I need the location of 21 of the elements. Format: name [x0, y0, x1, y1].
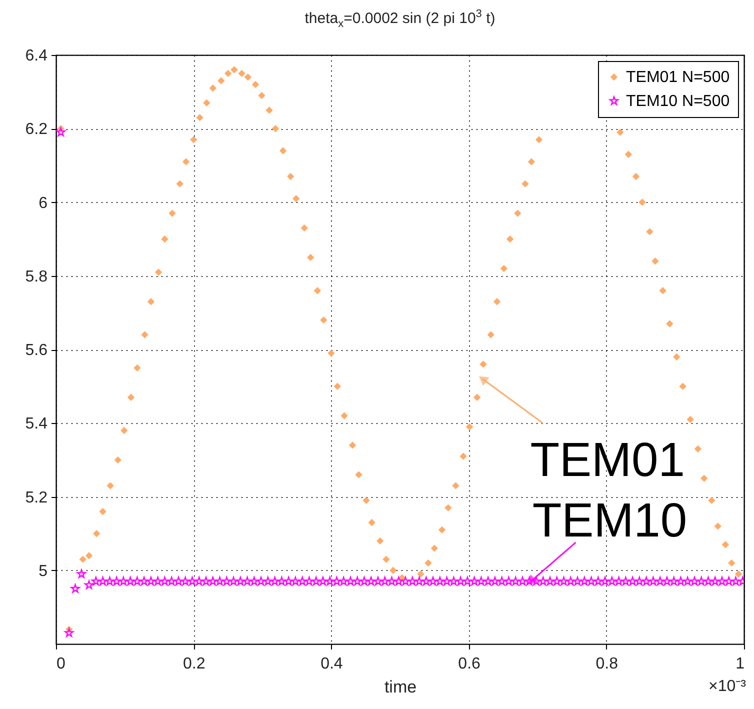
x-tick-label: 0.2 [182, 656, 206, 672]
x-tick-label: 0 [56, 656, 66, 672]
x-axis-title: time [384, 678, 417, 696]
y-tick-label: 6.2 [25, 121, 48, 138]
chart-title: theta$_{x}$=0.0002 sin (2 pi 10$^{3}$ t) [304, 8, 496, 30]
y-tick-label: 5.8 [25, 268, 48, 286]
x-tick-label: 0.4 [320, 656, 343, 672]
x-tick-label: 0.8 [596, 656, 618, 672]
text: ×10⁻³ [708, 678, 747, 695]
x-tick-label: 1 [736, 656, 745, 672]
legend-label: TEM10 N=500 [626, 93, 730, 110]
annotation: TEM01 [530, 434, 685, 487]
y-tick-label: 5.6 [25, 342, 48, 359]
y-tick-label: 5 [38, 562, 48, 580]
x-tick-label: 0.6 [458, 656, 481, 672]
y-tick-label: 6 [38, 194, 48, 212]
y-tick-label: 6.4 [25, 48, 48, 64]
annotation: TEM10 [532, 494, 688, 548]
y-tick-label: 5.4 [25, 416, 48, 433]
legend-label: TEM01 N=500 [626, 69, 730, 86]
y-tick-label: 5.2 [25, 489, 48, 506]
